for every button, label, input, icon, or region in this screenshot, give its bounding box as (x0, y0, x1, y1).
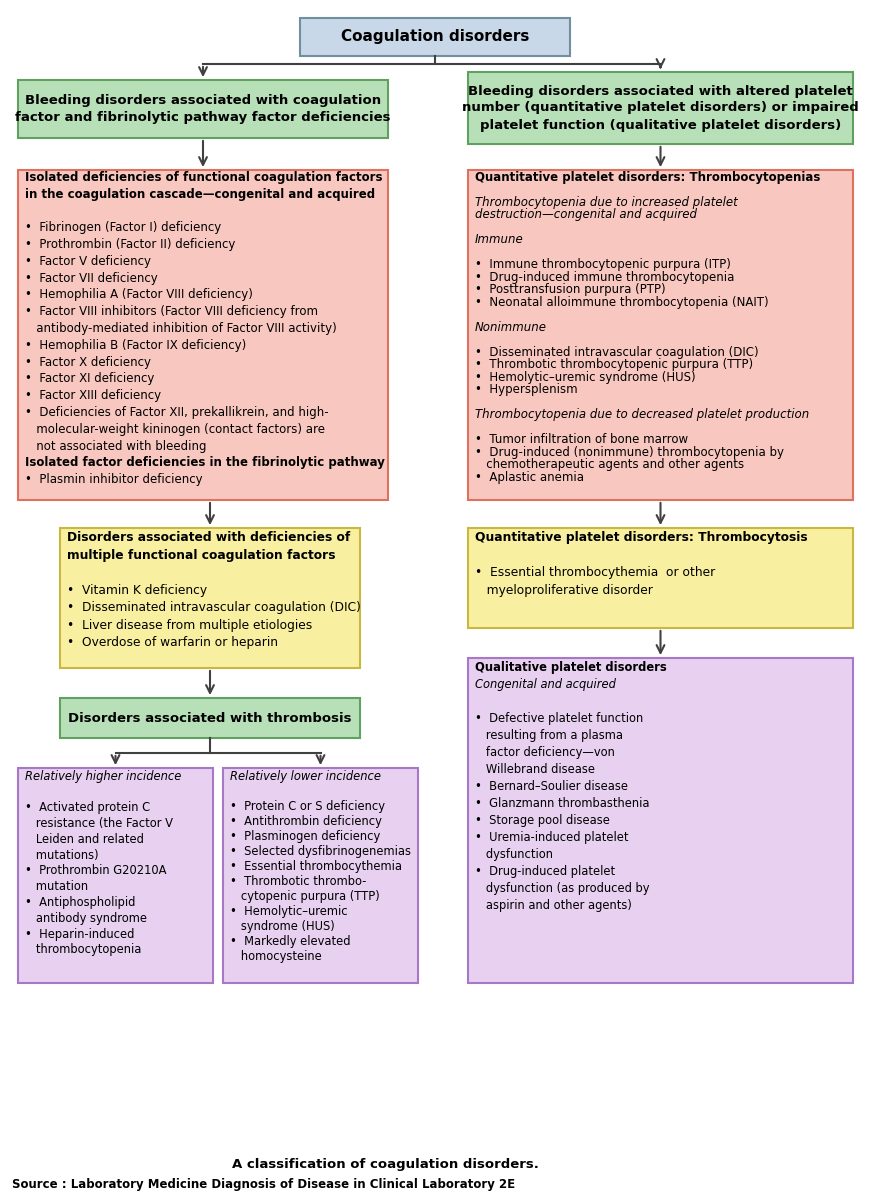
FancyBboxPatch shape (468, 72, 853, 144)
Text: destruction—congenital and acquired: destruction—congenital and acquired (475, 209, 697, 221)
Text: Nonimmune: Nonimmune (475, 320, 547, 334)
Text: syndrome (HUS): syndrome (HUS) (230, 919, 334, 932)
FancyBboxPatch shape (300, 18, 570, 56)
Text: •  Hemophilia A (Factor VIII deficiency): • Hemophilia A (Factor VIII deficiency) (25, 288, 253, 301)
Text: •  Hypersplenism: • Hypersplenism (475, 383, 577, 396)
Text: •  Drug-induced platelet: • Drug-induced platelet (475, 865, 615, 877)
Text: Disorders associated with deficiencies of: Disorders associated with deficiencies o… (67, 532, 350, 544)
Text: chemotherapeutic agents and other agents: chemotherapeutic agents and other agents (475, 458, 744, 472)
Text: •  Essential thrombocythemia: • Essential thrombocythemia (230, 859, 402, 872)
FancyBboxPatch shape (468, 658, 853, 983)
FancyBboxPatch shape (468, 170, 853, 500)
Text: •  Hemophilia B (Factor IX deficiency): • Hemophilia B (Factor IX deficiency) (25, 338, 246, 352)
Text: dysfunction: dysfunction (475, 847, 553, 860)
Text: resulting from a plasma: resulting from a plasma (475, 728, 623, 742)
FancyBboxPatch shape (60, 698, 360, 738)
Text: thrombocytopenia: thrombocytopenia (25, 943, 141, 956)
Text: •  Plasminogen deficiency: • Plasminogen deficiency (230, 829, 381, 842)
Text: •  Fibrinogen (Factor I) deficiency: • Fibrinogen (Factor I) deficiency (25, 221, 221, 234)
Text: •  Selected dysfibrinogenemias: • Selected dysfibrinogenemias (230, 845, 411, 858)
Text: factor deficiency—von: factor deficiency—von (475, 745, 615, 758)
Text: in the coagulation cascade—congenital and acquired: in the coagulation cascade—congenital an… (25, 187, 375, 200)
Text: •  Posttransfusion purpura (PTP): • Posttransfusion purpura (PTP) (475, 283, 665, 296)
FancyBboxPatch shape (18, 170, 388, 500)
Text: not associated with bleeding: not associated with bleeding (25, 439, 206, 452)
Text: mutation: mutation (25, 881, 88, 893)
Text: •  Aplastic anemia: • Aplastic anemia (475, 470, 584, 484)
Text: •  Overdose of warfarin or heparin: • Overdose of warfarin or heparin (67, 636, 278, 649)
Text: •  Hemolytic–uremic syndrome (HUS): • Hemolytic–uremic syndrome (HUS) (475, 371, 696, 384)
Text: Quantitative platelet disorders: Thrombocytopenias: Quantitative platelet disorders: Thrombo… (475, 170, 820, 184)
Text: •  Disseminated intravascular coagulation (DIC): • Disseminated intravascular coagulation… (475, 346, 759, 359)
Text: •  Deficiencies of Factor XII, prekallikrein, and high-: • Deficiencies of Factor XII, prekallikr… (25, 406, 328, 419)
Text: antibody-mediated inhibition of Factor VIII activity): antibody-mediated inhibition of Factor V… (25, 322, 337, 335)
Text: Relatively lower incidence: Relatively lower incidence (230, 769, 381, 782)
Text: Qualitative platelet disorders: Qualitative platelet disorders (475, 661, 666, 673)
Text: •  Plasmin inhibitor deficiency: • Plasmin inhibitor deficiency (25, 473, 203, 486)
Text: Isolated deficiencies of functional coagulation factors: Isolated deficiencies of functional coag… (25, 170, 382, 184)
Text: Thrombocytopenia due to decreased platelet production: Thrombocytopenia due to decreased platel… (475, 408, 809, 421)
Text: Quantitative platelet disorders: Thrombocytosis: Quantitative platelet disorders: Thrombo… (475, 532, 807, 544)
Text: molecular-weight kininogen (contact factors) are: molecular-weight kininogen (contact fact… (25, 422, 325, 436)
Text: •  Vitamin K deficiency: • Vitamin K deficiency (67, 583, 207, 596)
Text: •  Markedly elevated: • Markedly elevated (230, 935, 350, 948)
Text: •  Prothrombin (Factor II) deficiency: • Prothrombin (Factor II) deficiency (25, 238, 235, 251)
Text: •  Antiphospholipid: • Antiphospholipid (25, 896, 135, 910)
Text: •  Activated protein C: • Activated protein C (25, 802, 150, 815)
FancyBboxPatch shape (468, 528, 853, 628)
Text: •  Neonatal alloimmune thrombocytopenia (NAIT): • Neonatal alloimmune thrombocytopenia (… (475, 295, 768, 308)
Text: Disorders associated with thrombosis: Disorders associated with thrombosis (68, 712, 352, 725)
Text: •  Bernard–Soulier disease: • Bernard–Soulier disease (475, 780, 628, 793)
Text: •  Disseminated intravascular coagulation (DIC): • Disseminated intravascular coagulation… (67, 601, 361, 614)
Text: •  Thrombotic thrombocytopenic purpura (TTP): • Thrombotic thrombocytopenic purpura (T… (475, 359, 753, 371)
Text: Willebrand disease: Willebrand disease (475, 763, 595, 775)
Text: •  Factor XI deficiency: • Factor XI deficiency (25, 372, 154, 385)
Text: •  Thrombotic thrombo-: • Thrombotic thrombo- (230, 875, 367, 888)
Text: Source : Laboratory Medicine Diagnosis of Disease in Clinical Laboratory 2E: Source : Laboratory Medicine Diagnosis o… (12, 1178, 515, 1190)
Text: Bleeding disorders associated with coagulation
factor and fibrinolytic pathway f: Bleeding disorders associated with coagu… (16, 94, 391, 124)
Text: •  Tumor infiltration of bone marrow: • Tumor infiltration of bone marrow (475, 433, 688, 446)
Text: •  Factor VII deficiency: • Factor VII deficiency (25, 271, 158, 284)
Text: A classification of coagulation disorders.: A classification of coagulation disorder… (232, 1158, 539, 1171)
Text: resistance (the Factor V: resistance (the Factor V (25, 817, 173, 830)
Text: Bleeding disorders associated with altered platelet
number (quantitative platele: Bleeding disorders associated with alter… (463, 84, 859, 132)
Text: Isolated factor deficiencies in the fibrinolytic pathway: Isolated factor deficiencies in the fibr… (25, 456, 385, 469)
Text: •  Antithrombin deficiency: • Antithrombin deficiency (230, 815, 381, 828)
Text: •  Uremia-induced platelet: • Uremia-induced platelet (475, 830, 629, 844)
Text: •  Factor XIII deficiency: • Factor XIII deficiency (25, 389, 161, 402)
Text: •  Heparin-induced: • Heparin-induced (25, 928, 134, 941)
Text: •  Immune thrombocytopenic purpura (ITP): • Immune thrombocytopenic purpura (ITP) (475, 258, 731, 271)
Text: •  Storage pool disease: • Storage pool disease (475, 814, 610, 827)
Text: •  Factor V deficiency: • Factor V deficiency (25, 254, 151, 268)
Text: aspirin and other agents): aspirin and other agents) (475, 899, 631, 912)
Text: Thrombocytopenia due to increased platelet: Thrombocytopenia due to increased platel… (475, 196, 738, 209)
FancyBboxPatch shape (223, 768, 418, 983)
Text: •  Drug-induced immune thrombocytopenia: • Drug-induced immune thrombocytopenia (475, 271, 734, 283)
Text: •  Prothrombin G20210A: • Prothrombin G20210A (25, 864, 166, 877)
Text: Immune: Immune (475, 233, 523, 246)
Text: Leiden and related: Leiden and related (25, 833, 144, 846)
FancyBboxPatch shape (18, 768, 213, 983)
Text: •  Essential thrombocythemia  or other: • Essential thrombocythemia or other (475, 566, 715, 580)
Text: •  Defective platelet function: • Defective platelet function (475, 712, 644, 725)
Text: •  Protein C or S deficiency: • Protein C or S deficiency (230, 799, 385, 812)
Text: Congenital and acquired: Congenital and acquired (475, 678, 616, 691)
Text: •  Glanzmann thrombasthenia: • Glanzmann thrombasthenia (475, 797, 650, 810)
Text: homocysteine: homocysteine (230, 949, 321, 962)
FancyBboxPatch shape (18, 80, 388, 138)
Text: •  Factor X deficiency: • Factor X deficiency (25, 355, 151, 368)
Text: •  Hemolytic–uremic: • Hemolytic–uremic (230, 905, 348, 918)
Text: dysfunction (as produced by: dysfunction (as produced by (475, 882, 650, 895)
Text: •  Liver disease from multiple etiologies: • Liver disease from multiple etiologies (67, 618, 312, 631)
Text: Relatively higher incidence: Relatively higher incidence (25, 769, 181, 782)
Text: Coagulation disorders: Coagulation disorders (341, 30, 530, 44)
Text: antibody syndrome: antibody syndrome (25, 912, 147, 925)
Text: •  Factor VIII inhibitors (Factor VIII deficiency from: • Factor VIII inhibitors (Factor VIII de… (25, 305, 318, 318)
Text: cytopenic purpura (TTP): cytopenic purpura (TTP) (230, 889, 380, 902)
Text: •  Drug-induced (nonimmune) thrombocytopenia by: • Drug-induced (nonimmune) thrombocytope… (475, 445, 784, 458)
Text: mutations): mutations) (25, 848, 98, 862)
FancyBboxPatch shape (60, 528, 360, 668)
Text: myeloproliferative disorder: myeloproliferative disorder (475, 583, 653, 596)
Text: multiple functional coagulation factors: multiple functional coagulation factors (67, 548, 335, 562)
